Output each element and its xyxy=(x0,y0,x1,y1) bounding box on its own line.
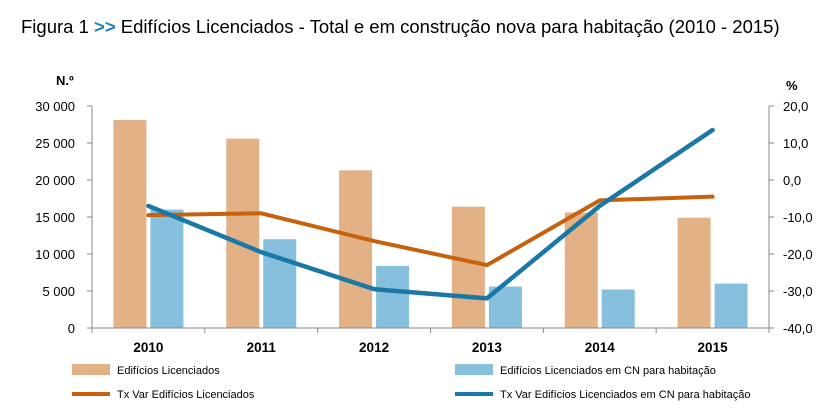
figure-title: Figura 1 >> Edifícios Licenciados - Tota… xyxy=(21,16,780,38)
x-tick-label: 2012 xyxy=(359,340,389,355)
figure-title-text: Edifícios Licenciados - Total e em const… xyxy=(120,16,780,37)
figure-prefix: Figura 1 xyxy=(21,16,89,37)
lines xyxy=(146,127,715,301)
left-tick-label: 20 000 xyxy=(35,173,75,188)
bar-cn-habitacao xyxy=(714,283,748,328)
left-axis: 0 5 000 10 000 15 000 20 000 25 000 30 000 N.º xyxy=(35,73,92,336)
legend-label: Edifícios Licenciados xyxy=(117,365,220,377)
right-tick-label: -10,0 xyxy=(783,210,813,225)
double-chevron-icon: >> xyxy=(94,16,116,37)
legend-swatch xyxy=(455,364,493,375)
left-tick-label: 0 xyxy=(68,321,75,336)
bar-cn-habitacao xyxy=(150,209,184,328)
right-tick-label: -20,0 xyxy=(783,247,813,262)
legend-item-cn-habitacao: Edifícios Licenciados em CN para habitaç… xyxy=(455,364,716,377)
x-tick-label: 2013 xyxy=(472,340,503,355)
left-tick-label: 10 000 xyxy=(35,247,75,262)
right-tick-label: 20,0 xyxy=(783,99,808,114)
x-tick-label: 2015 xyxy=(698,340,729,355)
bar-cn-habitacao xyxy=(376,265,410,328)
left-tick-label: 15 000 xyxy=(35,210,75,225)
bar-total xyxy=(339,170,373,328)
bar-cn-habitacao xyxy=(601,289,635,328)
legend-item-tx-var-cn-habitacao: Tx Var Edifícios Licenciados em CN para … xyxy=(455,389,750,401)
bar-total xyxy=(677,217,711,328)
x-tick-label: 2014 xyxy=(585,340,616,355)
left-axis-title: N.º xyxy=(56,73,74,88)
left-tick-label: 30 000 xyxy=(35,99,75,114)
line-tx-var-cn-habitacao xyxy=(146,127,715,301)
right-tick-label: 10,0 xyxy=(783,136,808,151)
legend-item-total: Edifícios Licenciados xyxy=(72,364,220,377)
left-tick-label: 5 000 xyxy=(42,284,75,299)
x-tick-label: 2011 xyxy=(247,340,277,355)
x-axis: 2010 2011 2012 2013 2014 2015 xyxy=(91,327,770,355)
left-tick-label: 25 000 xyxy=(35,136,75,151)
legend-label: Edifícios Licenciados em CN para habitaç… xyxy=(500,365,716,377)
bar-total xyxy=(451,206,485,328)
legend-item-tx-var-total: Tx Var Edifícios Licenciados xyxy=(72,389,255,401)
right-axis: -40,0 -30,0 -20,0 -10,0 0,0 10,0 20,0% xyxy=(769,78,813,336)
right-tick-label: -30,0 xyxy=(783,284,813,299)
right-axis-title: % xyxy=(786,78,798,93)
legend-swatch xyxy=(72,364,110,375)
right-tick-label: 0,0 xyxy=(783,173,801,188)
legend-label: Tx Var Edifícios Licenciados xyxy=(117,389,255,401)
x-tick-label: 2010 xyxy=(133,340,163,355)
bars xyxy=(113,120,748,328)
bar-total xyxy=(226,138,260,328)
legend-label: Tx Var Edifícios Licenciados em CN para … xyxy=(500,389,750,401)
bar-total xyxy=(113,120,147,328)
legend: Edifícios Licenciados Edifícios Licenciad… xyxy=(72,364,750,401)
right-tick-label: -40,0 xyxy=(783,321,813,336)
line-tx-var-total xyxy=(146,194,715,268)
